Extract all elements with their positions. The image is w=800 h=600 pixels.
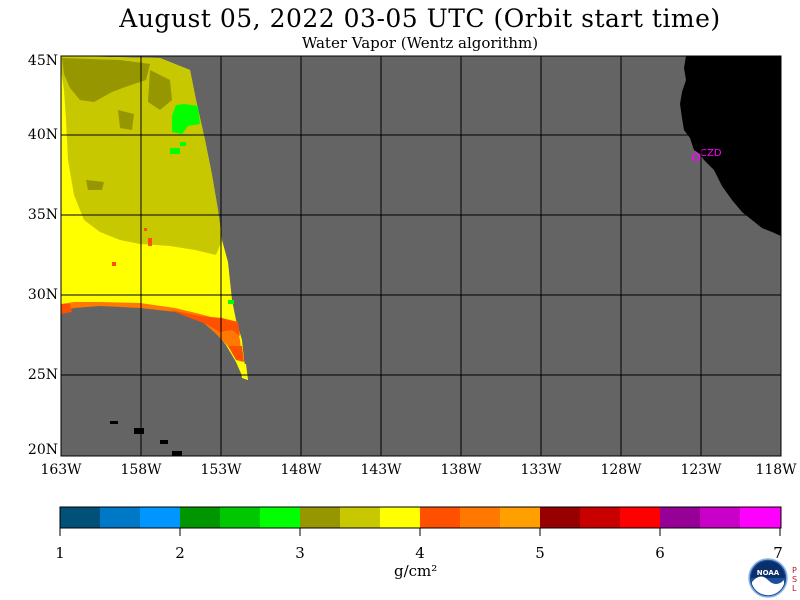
lat-label-30n: 30N (27, 287, 58, 303)
noaa-logo: NOAA (748, 558, 788, 598)
lat-label-35n: 35N (27, 207, 58, 223)
lon-label-153w: 153W (200, 462, 242, 478)
lat-label-45n: 45N (27, 53, 58, 69)
lon-label-143w: 143W (360, 462, 402, 478)
colorbar-segment (420, 507, 461, 528)
lon-label-158w: 158W (120, 462, 162, 478)
map-frame (60, 55, 782, 457)
colorbar-segment (140, 507, 181, 528)
lon-label-148w: 148W (280, 462, 322, 478)
lon-label-138w: 138W (440, 462, 482, 478)
map-grid (61, 56, 781, 456)
plot-title: August 05, 2022 03-05 UTC (Orbit start t… (119, 4, 721, 33)
lat-label-40n: 40N (27, 127, 58, 143)
lat-label-20n: 20N (27, 442, 58, 458)
lon-label-128w: 128W (600, 462, 642, 478)
colorbar-tick-6: 6 (655, 544, 665, 562)
colorbar-segment (500, 507, 541, 528)
colorbar-tick-marks (59, 528, 781, 536)
colorbar-segment (540, 507, 581, 528)
colorbar-segment (60, 507, 101, 528)
station-label: CZD (700, 148, 722, 159)
colorbar-tick-4: 4 (415, 544, 425, 562)
colorbar-segment (740, 507, 781, 528)
lon-label-163w: 163W (40, 462, 82, 478)
colorbar-segment (340, 507, 381, 528)
colorbar-segment (300, 507, 341, 528)
colorbar-tick-3: 3 (295, 544, 305, 562)
lon-label-118w: 118W (755, 462, 797, 478)
colorbar-segment (700, 507, 741, 528)
hawaiian-islands (110, 421, 182, 456)
colorbar-segment (660, 507, 701, 528)
plot-subtitle: Water Vapor (Wentz algorithm) (301, 34, 539, 52)
colorbar-units: g/cm² (394, 562, 438, 580)
land-north-america (680, 56, 781, 236)
colorbar (60, 507, 781, 528)
colorbar-segment (180, 507, 221, 528)
colorbar-segment (620, 507, 661, 528)
colorbar-tick-2: 2 (175, 544, 185, 562)
colorbar-tick-1: 1 (55, 544, 65, 562)
lon-label-133w: 133W (520, 462, 562, 478)
colorbar-segment (460, 507, 501, 528)
colorbar-segment (220, 507, 261, 528)
station-marker (691, 152, 701, 162)
noaa-logo-text: NOAA (757, 569, 780, 577)
colorbar-segment (580, 507, 621, 528)
colorbar-segment (100, 507, 141, 528)
colorbar-segment (260, 507, 301, 528)
colorbar-tick-7: 7 (773, 544, 783, 562)
lat-label-25n: 25N (27, 367, 58, 383)
satellite-swath (61, 56, 248, 380)
lon-label-123w: 123W (680, 462, 722, 478)
colorbar-segment (380, 507, 421, 528)
colorbar-tick-5: 5 (535, 544, 545, 562)
